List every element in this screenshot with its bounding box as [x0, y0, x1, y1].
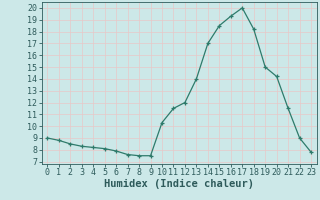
X-axis label: Humidex (Indice chaleur): Humidex (Indice chaleur) [104, 179, 254, 189]
